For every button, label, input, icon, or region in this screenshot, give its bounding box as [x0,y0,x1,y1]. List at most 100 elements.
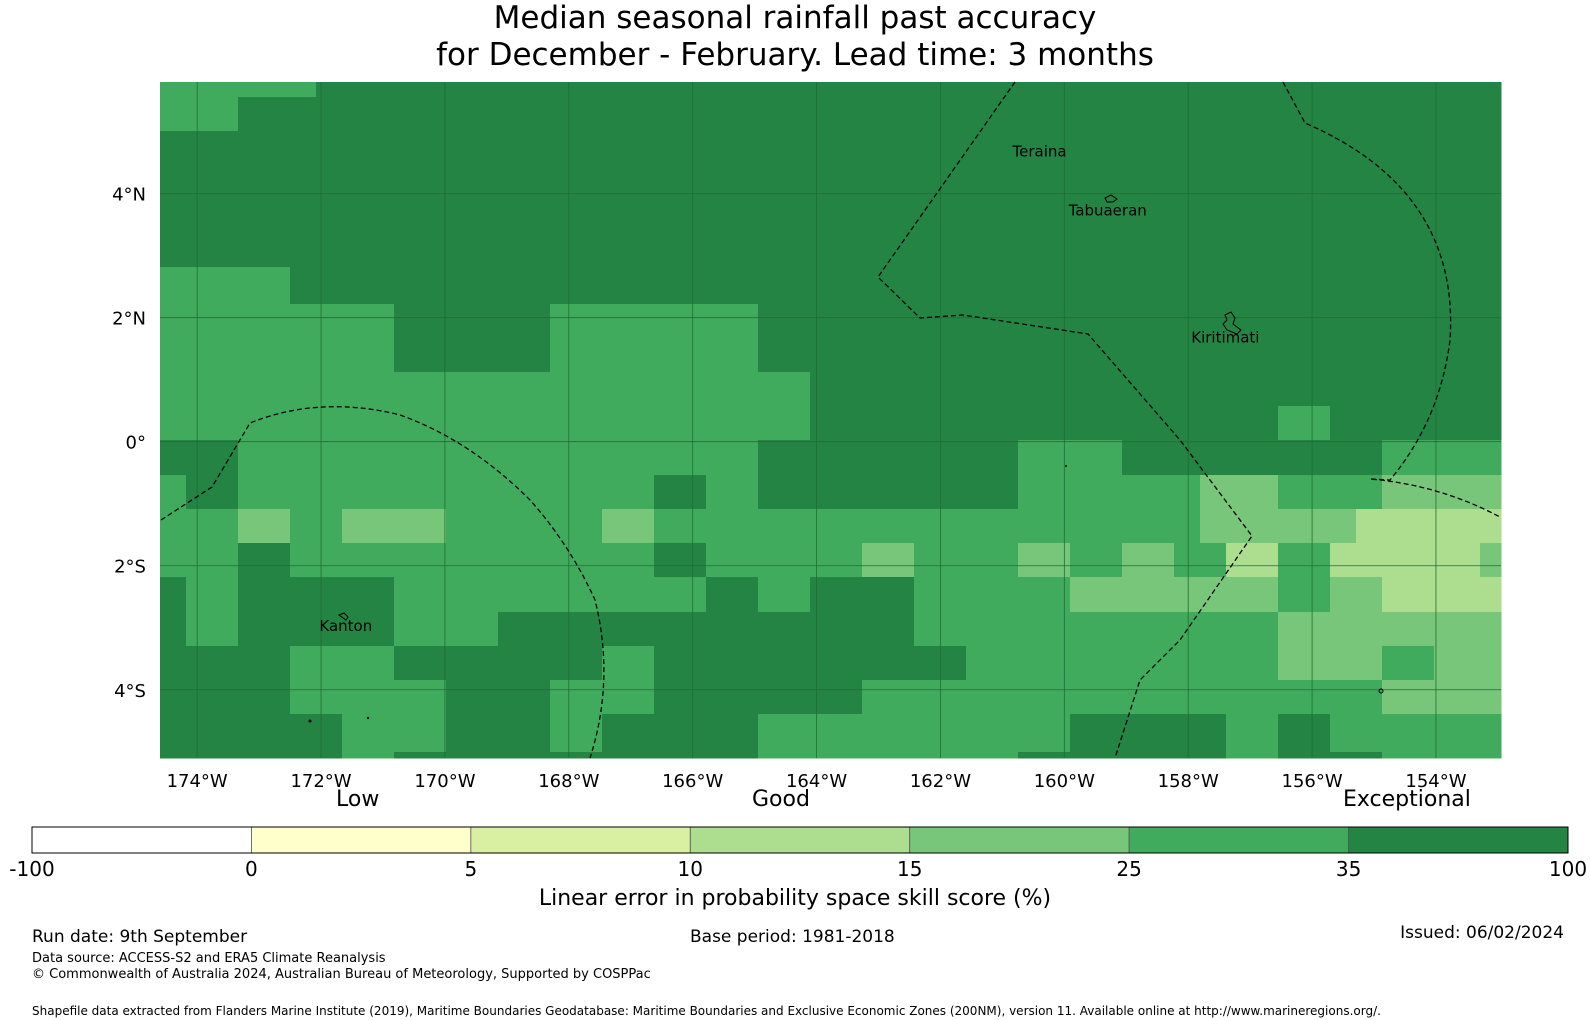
grid-cell [602,752,707,759]
lon-tick-label: 172°W [290,771,351,792]
colorbar-tick-label: 0 [245,857,258,881]
grid-cell [1018,440,1123,476]
grid-cell [706,577,759,613]
grid-cell [160,752,239,759]
grid-cell [290,267,1502,305]
grid-cell [1382,577,1502,613]
grid-cell [186,612,239,647]
grid-cell [654,680,863,715]
grid-cell [394,338,551,373]
grid-cell [1252,509,1357,544]
colorbar-frame [31,826,1569,854]
place-label-teraina: Teraina [1012,142,1067,160]
shapefile-credit: Shapefile data extracted from Flanders M… [32,1004,1381,1018]
colorbar-bin [1348,826,1569,854]
grid-cell [394,612,499,647]
grid-cell [1382,680,1502,715]
colorbar-category-good: Good [752,787,810,812]
colorbar-tick-label: 100 [1549,857,1587,881]
colorbar-bin [689,826,911,854]
longitude-tick-labels: 174°W 172°W 170°W 168°W 166°W 164°W 162°W 160°W… [167,771,1467,792]
colorbar-tick-label: 10 [678,857,703,881]
grid-cell [862,543,915,578]
grid-cell [706,543,863,578]
grid-cell [1278,752,1383,759]
lon-tick-label: 162°W [910,771,971,792]
grid-cell [160,577,187,613]
grid-cell [160,199,1502,234]
grid-cell [1278,577,1331,613]
grid-cell [810,406,1279,441]
grid-cell [914,543,1019,578]
grid-cell [654,475,707,510]
grid-cell [160,82,239,98]
grid-cell [1330,612,1502,647]
colorbar-bin [470,826,691,854]
colorbar-category-exceptional: Exceptional [1343,787,1471,812]
grid-cell [160,612,187,647]
grid-cell [1330,406,1502,441]
grid-cell [446,714,551,753]
grid-cell [550,304,759,339]
place-label-tabuaeran: Tabuaeran [1068,201,1147,219]
colorbar-bin [1128,826,1349,854]
grid-cell [160,646,291,681]
place-labels: Teraina Tabuaeran Kiritimati Kanton [319,142,1259,634]
grid-cell [160,509,239,544]
grid-cell [160,304,395,339]
grid-cell [238,82,317,98]
grid-cell [1278,646,1383,681]
island-tabuaeran-shape [1104,194,1118,203]
grid-cell [1382,440,1502,476]
grid-cell [1278,680,1383,715]
grid-cell [1174,543,1227,578]
data-source: Data source: ACCESS-S2 and ERA5 Climate … [32,951,386,966]
grid-cell [160,372,811,407]
grid-cell [1278,543,1331,578]
grid-cell [316,82,1502,98]
grid-cell [1278,612,1331,647]
grid-cell [394,304,551,339]
grid-cell [1070,714,1227,753]
grid-cell [1122,440,1383,476]
grid-cell [654,543,707,578]
grid-cell [914,577,1071,613]
grid-cell [160,475,187,510]
grid-cell [290,543,655,578]
eez-boundaries [160,81,1501,759]
grid-cell [758,338,1502,373]
grid-cell [706,752,759,759]
grid-cell [394,577,499,613]
issued-date: Issued: 06/02/2024 [1400,923,1564,943]
grid-cell [758,577,811,613]
grid-cell [550,680,655,715]
grid-cell [1070,577,1279,613]
grid-cell [966,646,1279,681]
grid-cell [238,752,343,759]
lon-tick-label: 174°W [167,771,228,792]
grid-cell [1122,612,1279,647]
grid-cell [290,680,447,715]
map-title-line1: Median seasonal rainfall past accuracy [493,0,1097,36]
skill-grid [160,82,1502,759]
grid-cell [342,752,395,759]
island-kiritimati-shape [1222,311,1242,335]
colorbar-label: Linear error in probability space skill … [538,886,1052,911]
grid-cell [1070,543,1123,578]
colorbar-tick-label: 15 [897,857,922,881]
grid-cell [706,475,759,510]
grid-cell [238,543,291,578]
grid-cell [238,475,655,510]
grid-cell [1226,543,1279,578]
grid-cell [810,612,915,647]
lon-tick-label: 156°W [1282,771,1343,792]
grid-cell [602,714,759,753]
grid-cell [654,509,1201,544]
grid-cell [1330,577,1383,613]
grid-cell [602,646,655,681]
grid-cell [160,406,811,441]
grid-cell [1330,543,1481,578]
map-title-line2: for December - February. Lead time: 3 mo… [436,37,1154,73]
grid-cell [758,440,1019,476]
grid-cell [160,714,239,753]
